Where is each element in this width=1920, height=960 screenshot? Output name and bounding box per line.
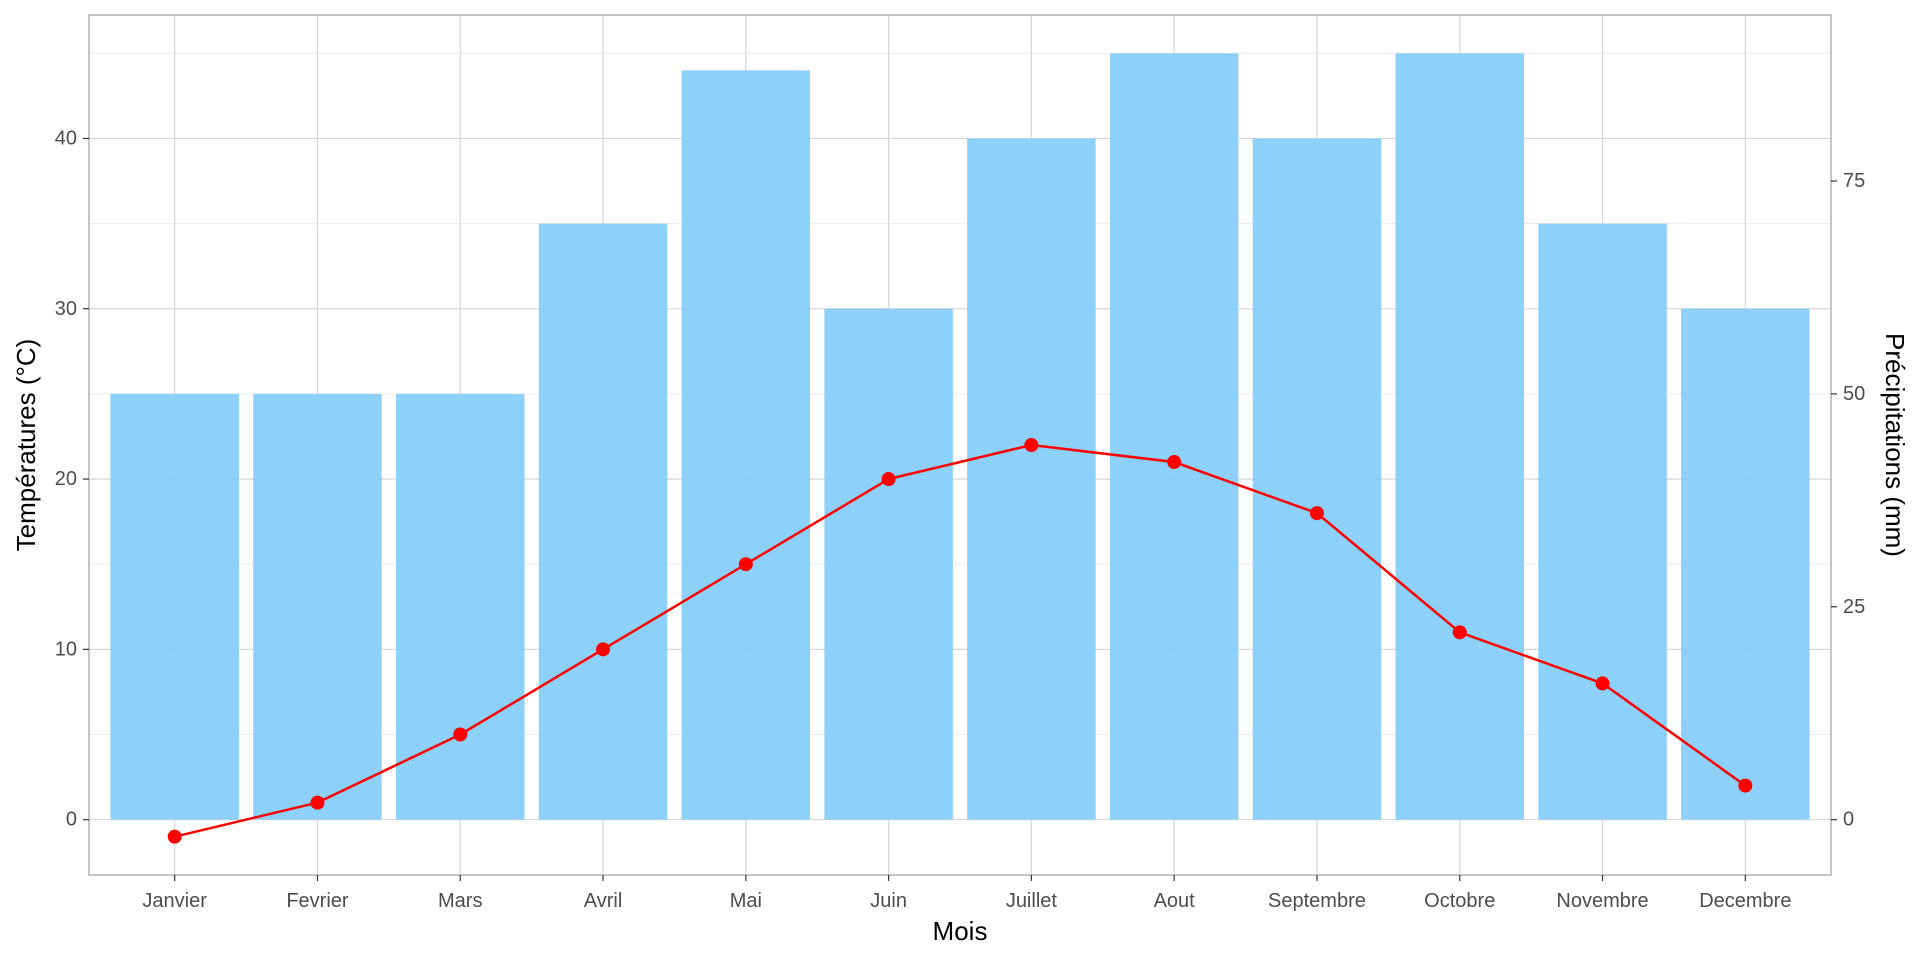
x-tick-label: Mars bbox=[438, 890, 482, 912]
y2-tick-label: 0 bbox=[1843, 809, 1854, 831]
temperature-line bbox=[167, 438, 1753, 844]
y-tick-label: 10 bbox=[55, 638, 77, 660]
y-tick-label: 40 bbox=[55, 127, 77, 149]
temperature-point bbox=[310, 795, 325, 810]
precipitation-bar bbox=[538, 223, 668, 820]
temperature-point bbox=[1595, 676, 1610, 691]
temperature-point bbox=[1167, 455, 1182, 470]
x-tick-label: Octobre bbox=[1424, 890, 1495, 912]
y-tick-label: 0 bbox=[66, 809, 77, 831]
precipitation-bar bbox=[1395, 53, 1525, 820]
x-tick-label: Aout bbox=[1154, 890, 1196, 912]
precipitation-bar bbox=[1109, 53, 1239, 820]
precipitation-bar bbox=[395, 393, 525, 820]
precipitation-bar bbox=[824, 308, 953, 820]
y2-tick-label: 25 bbox=[1843, 596, 1865, 618]
x-tick-label: Decembre bbox=[1699, 890, 1791, 912]
temperature-point bbox=[1452, 625, 1467, 640]
x-tick-label: Mai bbox=[730, 890, 762, 912]
right-axis-precipitation: 0 25 50 75 bbox=[1831, 170, 1865, 831]
x-tick-label: Novembre bbox=[1556, 890, 1648, 912]
temperature-point bbox=[1309, 506, 1324, 521]
temperature-point bbox=[1024, 438, 1039, 452]
precipitation-bar bbox=[1681, 308, 1810, 820]
y2-tick-label: 75 bbox=[1843, 170, 1865, 192]
precipitation-bars bbox=[110, 53, 1810, 820]
precipitation-bar bbox=[1538, 223, 1667, 820]
plot-border bbox=[88, 14, 1832, 876]
y-tick-label: 30 bbox=[55, 298, 77, 320]
precipitation-bar bbox=[110, 393, 239, 820]
precipitation-bar bbox=[681, 70, 811, 820]
y-axis-title: Températures (°C) bbox=[11, 339, 41, 552]
y-tick-label: 20 bbox=[55, 468, 77, 490]
x-axis-title: Mois bbox=[933, 916, 988, 946]
x-tick-label: Juin bbox=[870, 890, 907, 912]
x-tick-label: Avril bbox=[584, 890, 623, 912]
x-tick-label: Juillet bbox=[1006, 890, 1058, 912]
x-tick-label: Septembre bbox=[1268, 890, 1366, 912]
precipitation-bar bbox=[253, 393, 382, 820]
temperature-point bbox=[167, 829, 182, 844]
temperature-point bbox=[453, 727, 468, 742]
temperature-point bbox=[881, 472, 896, 487]
precipitation-bar bbox=[967, 138, 1096, 820]
y2-axis-title: Précipitations (mm) bbox=[1880, 333, 1910, 557]
x-axis-months: Janvier Fevrier Mars Avril Mai Juin Juillet Aou… bbox=[142, 875, 1791, 912]
precipitation-bar bbox=[1252, 138, 1382, 820]
left-axis-temperature: 0 10 20 30 40 bbox=[55, 127, 89, 831]
temperature-point bbox=[738, 557, 753, 572]
x-tick-label: Fevrier bbox=[286, 890, 349, 912]
y2-tick-label: 50 bbox=[1843, 383, 1865, 405]
temperature-line-path bbox=[174, 443, 1747, 838]
x-tick-label: Janvier bbox=[142, 890, 207, 912]
temperature-point bbox=[1738, 778, 1753, 793]
temperature-point bbox=[596, 642, 611, 657]
